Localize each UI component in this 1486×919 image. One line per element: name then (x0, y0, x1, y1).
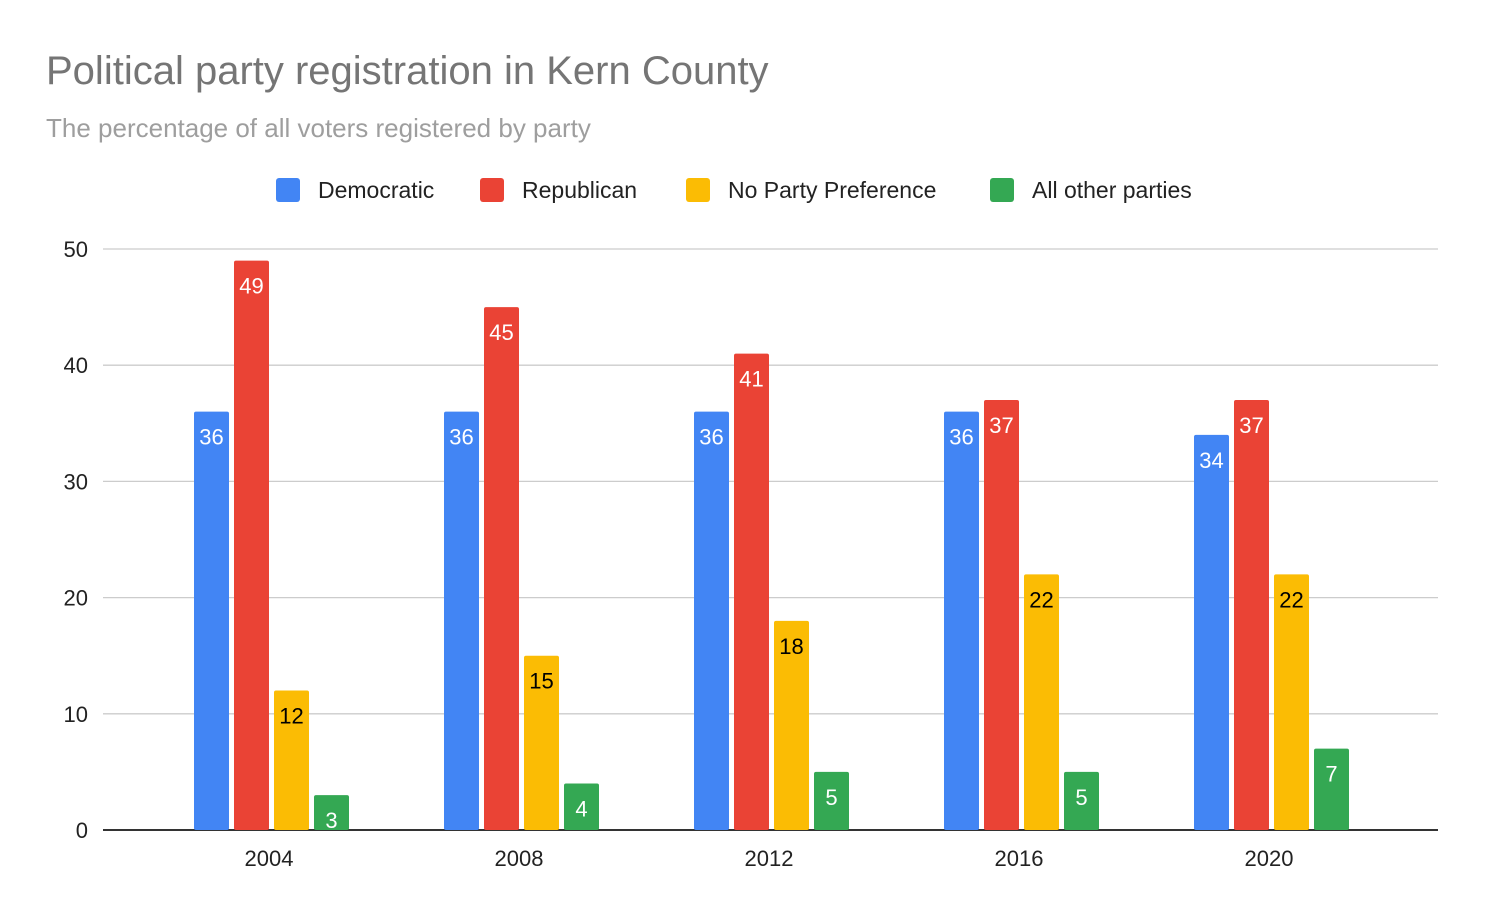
legend-label: All other parties (1032, 177, 1192, 203)
data-label: 4 (575, 797, 587, 822)
data-label: 12 (279, 704, 303, 729)
data-label: 34 (1199, 448, 1223, 473)
bar (484, 307, 519, 831)
bar (734, 353, 769, 830)
data-label: 5 (825, 785, 837, 810)
bar (1024, 574, 1059, 830)
data-label: 3 (325, 808, 337, 833)
bar (194, 411, 229, 830)
data-label: 22 (1029, 587, 1053, 612)
bars: 36 49 12 3 36 45 15 4 36 41 18 5 36 37 22 5 34 37 22 7 (194, 260, 1349, 833)
data-label: 7 (1325, 762, 1337, 787)
legend: Democratic Republican No Party Preference A… (276, 177, 1192, 203)
bar (694, 411, 729, 830)
data-label: 37 (1239, 413, 1263, 438)
data-label: 5 (1075, 785, 1087, 810)
bar (1234, 400, 1269, 830)
x-tick-label: 2004 (245, 846, 294, 871)
bar (814, 771, 849, 830)
bar (1274, 574, 1309, 830)
legend-label: No Party Preference (728, 177, 936, 203)
x-axis-labels: 2004 2008 2012 2016 2020 (245, 846, 1294, 871)
bar (1064, 771, 1099, 830)
y-tick-label: 30 (64, 469, 88, 494)
bar (944, 411, 979, 830)
data-label: 49 (239, 274, 263, 299)
bar (524, 655, 559, 830)
y-tick-label: 10 (64, 702, 88, 727)
x-tick-label: 2020 (1245, 846, 1294, 871)
data-label: 36 (199, 425, 223, 450)
data-label: 36 (699, 425, 723, 450)
data-label: 41 (739, 367, 763, 392)
bar (1194, 434, 1229, 830)
bar (1314, 748, 1349, 830)
legend-swatch (686, 178, 710, 202)
data-label: 36 (949, 425, 973, 450)
chart-title: Political party registration in Kern Cou… (46, 49, 769, 93)
chart-subtitle: The percentage of all voters registered … (46, 113, 591, 143)
bar (774, 620, 809, 830)
y-tick-label: 50 (64, 237, 88, 262)
bar (234, 260, 269, 830)
legend-swatch (276, 178, 300, 202)
x-tick-label: 2008 (495, 846, 544, 871)
data-label: 22 (1279, 587, 1303, 612)
bar (984, 400, 1019, 830)
x-tick-label: 2016 (995, 846, 1044, 871)
data-label: 15 (529, 669, 553, 694)
legend-swatch (480, 178, 504, 202)
x-tick-label: 2012 (745, 846, 794, 871)
data-label: 37 (989, 413, 1013, 438)
y-tick-label: 40 (64, 353, 88, 378)
bar (274, 690, 309, 830)
y-tick-label: 0 (76, 818, 88, 843)
bar (314, 795, 349, 830)
data-label: 45 (489, 320, 513, 345)
legend-label: Republican (522, 177, 637, 203)
data-label: 18 (779, 634, 803, 659)
data-label: 36 (449, 425, 473, 450)
y-tick-label: 20 (64, 586, 88, 611)
legend-swatch (990, 178, 1014, 202)
bar (444, 411, 479, 830)
bar (564, 783, 599, 830)
legend-label: Democratic (318, 177, 434, 203)
